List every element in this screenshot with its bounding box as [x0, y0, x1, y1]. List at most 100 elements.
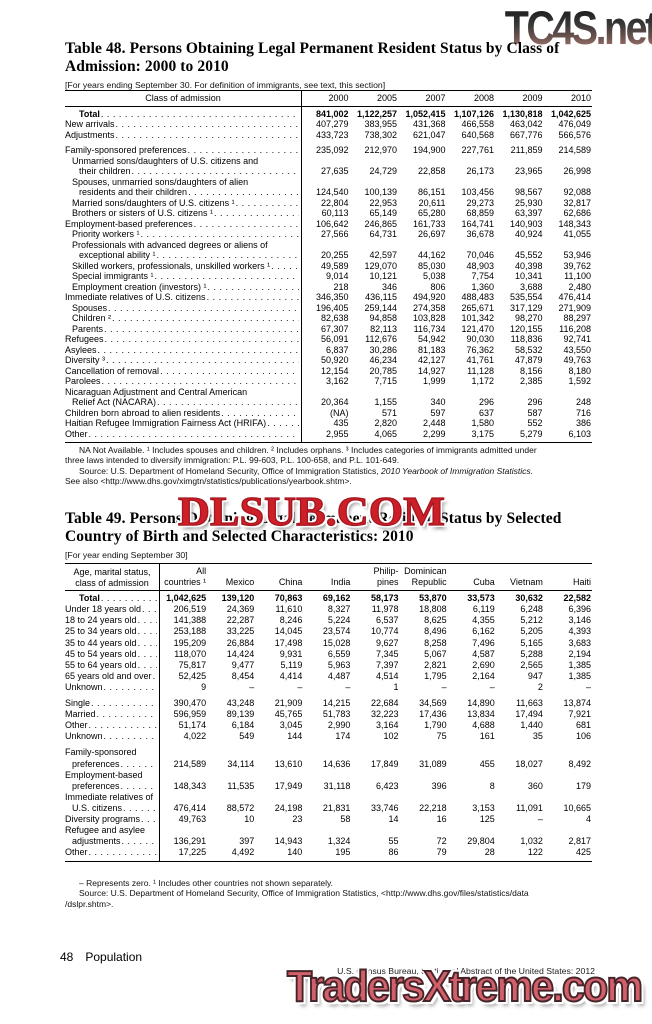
- cell-value: 637: [478, 407, 494, 418]
- dot-leader: [153, 671, 157, 682]
- cell-value: 106: [575, 731, 591, 742]
- column-header: 2005: [376, 93, 397, 103]
- cell-value: 549: [239, 731, 255, 742]
- cell-value: 386: [575, 418, 591, 428]
- dot-leader: [155, 271, 299, 282]
- table49-body: Total 1,042,625 139,120 70,863 69,162 58,173 5…: [65, 591, 592, 861]
- dot-leader: [132, 166, 299, 177]
- cell-value: –: [297, 681, 303, 692]
- cell-value: 11,100: [564, 271, 591, 281]
- table49-title-block: Table 49. Persons Obtaining Legal Perman…: [65, 510, 592, 560]
- cell-value: 42,127: [417, 355, 446, 365]
- footnote-line: Source: U.S. Department of Homeland Secu…: [79, 465, 534, 476]
- cell-value: 1,440: [520, 720, 543, 731]
- row-label: 35 to 44 years old: [65, 638, 159, 649]
- cell-value: 23,574: [322, 626, 351, 637]
- row-label-text: 25 to 34 years old: [65, 626, 137, 637]
- cell-value: 68,859: [466, 208, 494, 218]
- cell-value: 85,030: [417, 260, 446, 271]
- cell-value: 4,514: [376, 670, 399, 681]
- dot-leader: [188, 187, 299, 198]
- cell-value: 6,248: [520, 604, 543, 615]
- cell-value: 29,273: [466, 197, 494, 208]
- cell-value: 17,849: [371, 758, 399, 769]
- cell-value: 8,156: [519, 365, 543, 376]
- cell-value: 26,884: [226, 637, 255, 648]
- cell-value: 2,821: [424, 659, 447, 670]
- cell-value: 27,635: [320, 166, 349, 176]
- cell-value: 10,121: [369, 271, 397, 281]
- cell-value: 94,858: [369, 313, 397, 323]
- column-header: Philip-pines: [373, 566, 399, 588]
- table48-column-divider: [301, 91, 302, 442]
- cell-value: 1,385: [568, 670, 591, 681]
- table48-body: Total 841,002 1,122,257 1,052,415 1,107,126 1…: [65, 107, 592, 443]
- table-row: Children ² 82,638 94,858 103,828 101,342 98,2…: [65, 313, 592, 324]
- dot-leader: [160, 366, 299, 377]
- cell-value: 4: [585, 813, 591, 824]
- cell-value: 3,162: [325, 376, 349, 386]
- column-header: Cuba: [473, 577, 495, 588]
- row-label-text: Spouses, unmarried sons/daughters of ali…: [72, 176, 249, 187]
- cell-value: 436,115: [365, 292, 397, 302]
- table-row: Parolees 3,162 7,715 1,999 1,172 2,385 1,592: [65, 376, 592, 387]
- cell-value: 535,554: [509, 292, 543, 302]
- dot-leader: [112, 313, 299, 324]
- cell-value: 101,342: [461, 313, 494, 323]
- cell-value: 10,665: [563, 802, 591, 813]
- table49-footnotes: – Represents zero. ¹ Includes other coun…: [65, 878, 592, 909]
- dot-leader: [214, 208, 299, 219]
- cell-value: 14,424: [226, 648, 255, 659]
- row-label: Refugee and asylee adjustments: [65, 825, 159, 847]
- cell-value: 118,836: [510, 334, 543, 344]
- cell-value: 1,795: [424, 670, 447, 681]
- cell-value: 2: [537, 681, 543, 692]
- row-label-text: Other: [65, 428, 88, 439]
- cell-value: 20,364: [320, 397, 349, 407]
- dot-leader: [123, 803, 157, 814]
- dot-leader: [121, 781, 157, 792]
- cell-value: 10,774: [371, 626, 399, 637]
- cell-value: 2,565: [520, 659, 543, 670]
- footnote-line: Source: U.S. Department of Homeland Secu…: [79, 888, 529, 899]
- cell-value: 5,119: [280, 659, 303, 670]
- cell-value: 20,785: [369, 365, 397, 376]
- table-row: Immediate relatives ofU.S. citizens 476,4…: [65, 792, 592, 814]
- table-row: Nicaraguan Adjustment and Central Americ…: [65, 387, 592, 408]
- cell-value: 597: [430, 407, 446, 418]
- cell-value: 49,763: [563, 355, 591, 365]
- cell-value: 1,790: [424, 720, 447, 731]
- cell-value: 33,573: [467, 593, 495, 604]
- cell-value: 43,248: [226, 698, 255, 709]
- cell-value: 196,405: [315, 302, 349, 313]
- cell-value: 161,733: [412, 218, 446, 229]
- row-label-text: Other: [65, 720, 88, 731]
- cell-value: 8,180: [568, 365, 591, 376]
- cell-value: 4,022: [183, 731, 207, 742]
- table-row: 18 to 24 years old 141,388 22,287 8,246 5,22…: [65, 615, 592, 626]
- cell-value: 18,808: [419, 604, 447, 615]
- cell-value: 1: [393, 681, 399, 692]
- cell-value: 5,067: [424, 648, 447, 659]
- cell-value: 211,859: [510, 145, 543, 155]
- cell-value: 26,998: [563, 166, 591, 176]
- cell-value: 227,761: [461, 145, 494, 155]
- dot-leader: [98, 345, 299, 356]
- cell-value: 22,804: [320, 197, 349, 208]
- row-label: Under 18 years old: [65, 604, 159, 615]
- section-name: Population: [85, 950, 143, 964]
- cell-value: 116,208: [559, 323, 591, 334]
- cell-value: 72: [436, 836, 447, 847]
- row-label: Unknown: [65, 682, 159, 693]
- cell-value: 56,091: [320, 334, 349, 344]
- row-label-text: Children ²: [72, 313, 112, 323]
- cell-value: 22,582: [563, 593, 591, 604]
- column-header: 2010: [570, 93, 591, 103]
- cell-value: 103,828: [412, 313, 446, 323]
- row-label-text: Married sons/daughters of U.S. citizens …: [72, 197, 235, 208]
- row-label-text: Parolees: [65, 376, 101, 386]
- dot-leader: [141, 814, 157, 825]
- cell-value: 13,610: [274, 758, 303, 769]
- cell-value: 28: [484, 847, 495, 858]
